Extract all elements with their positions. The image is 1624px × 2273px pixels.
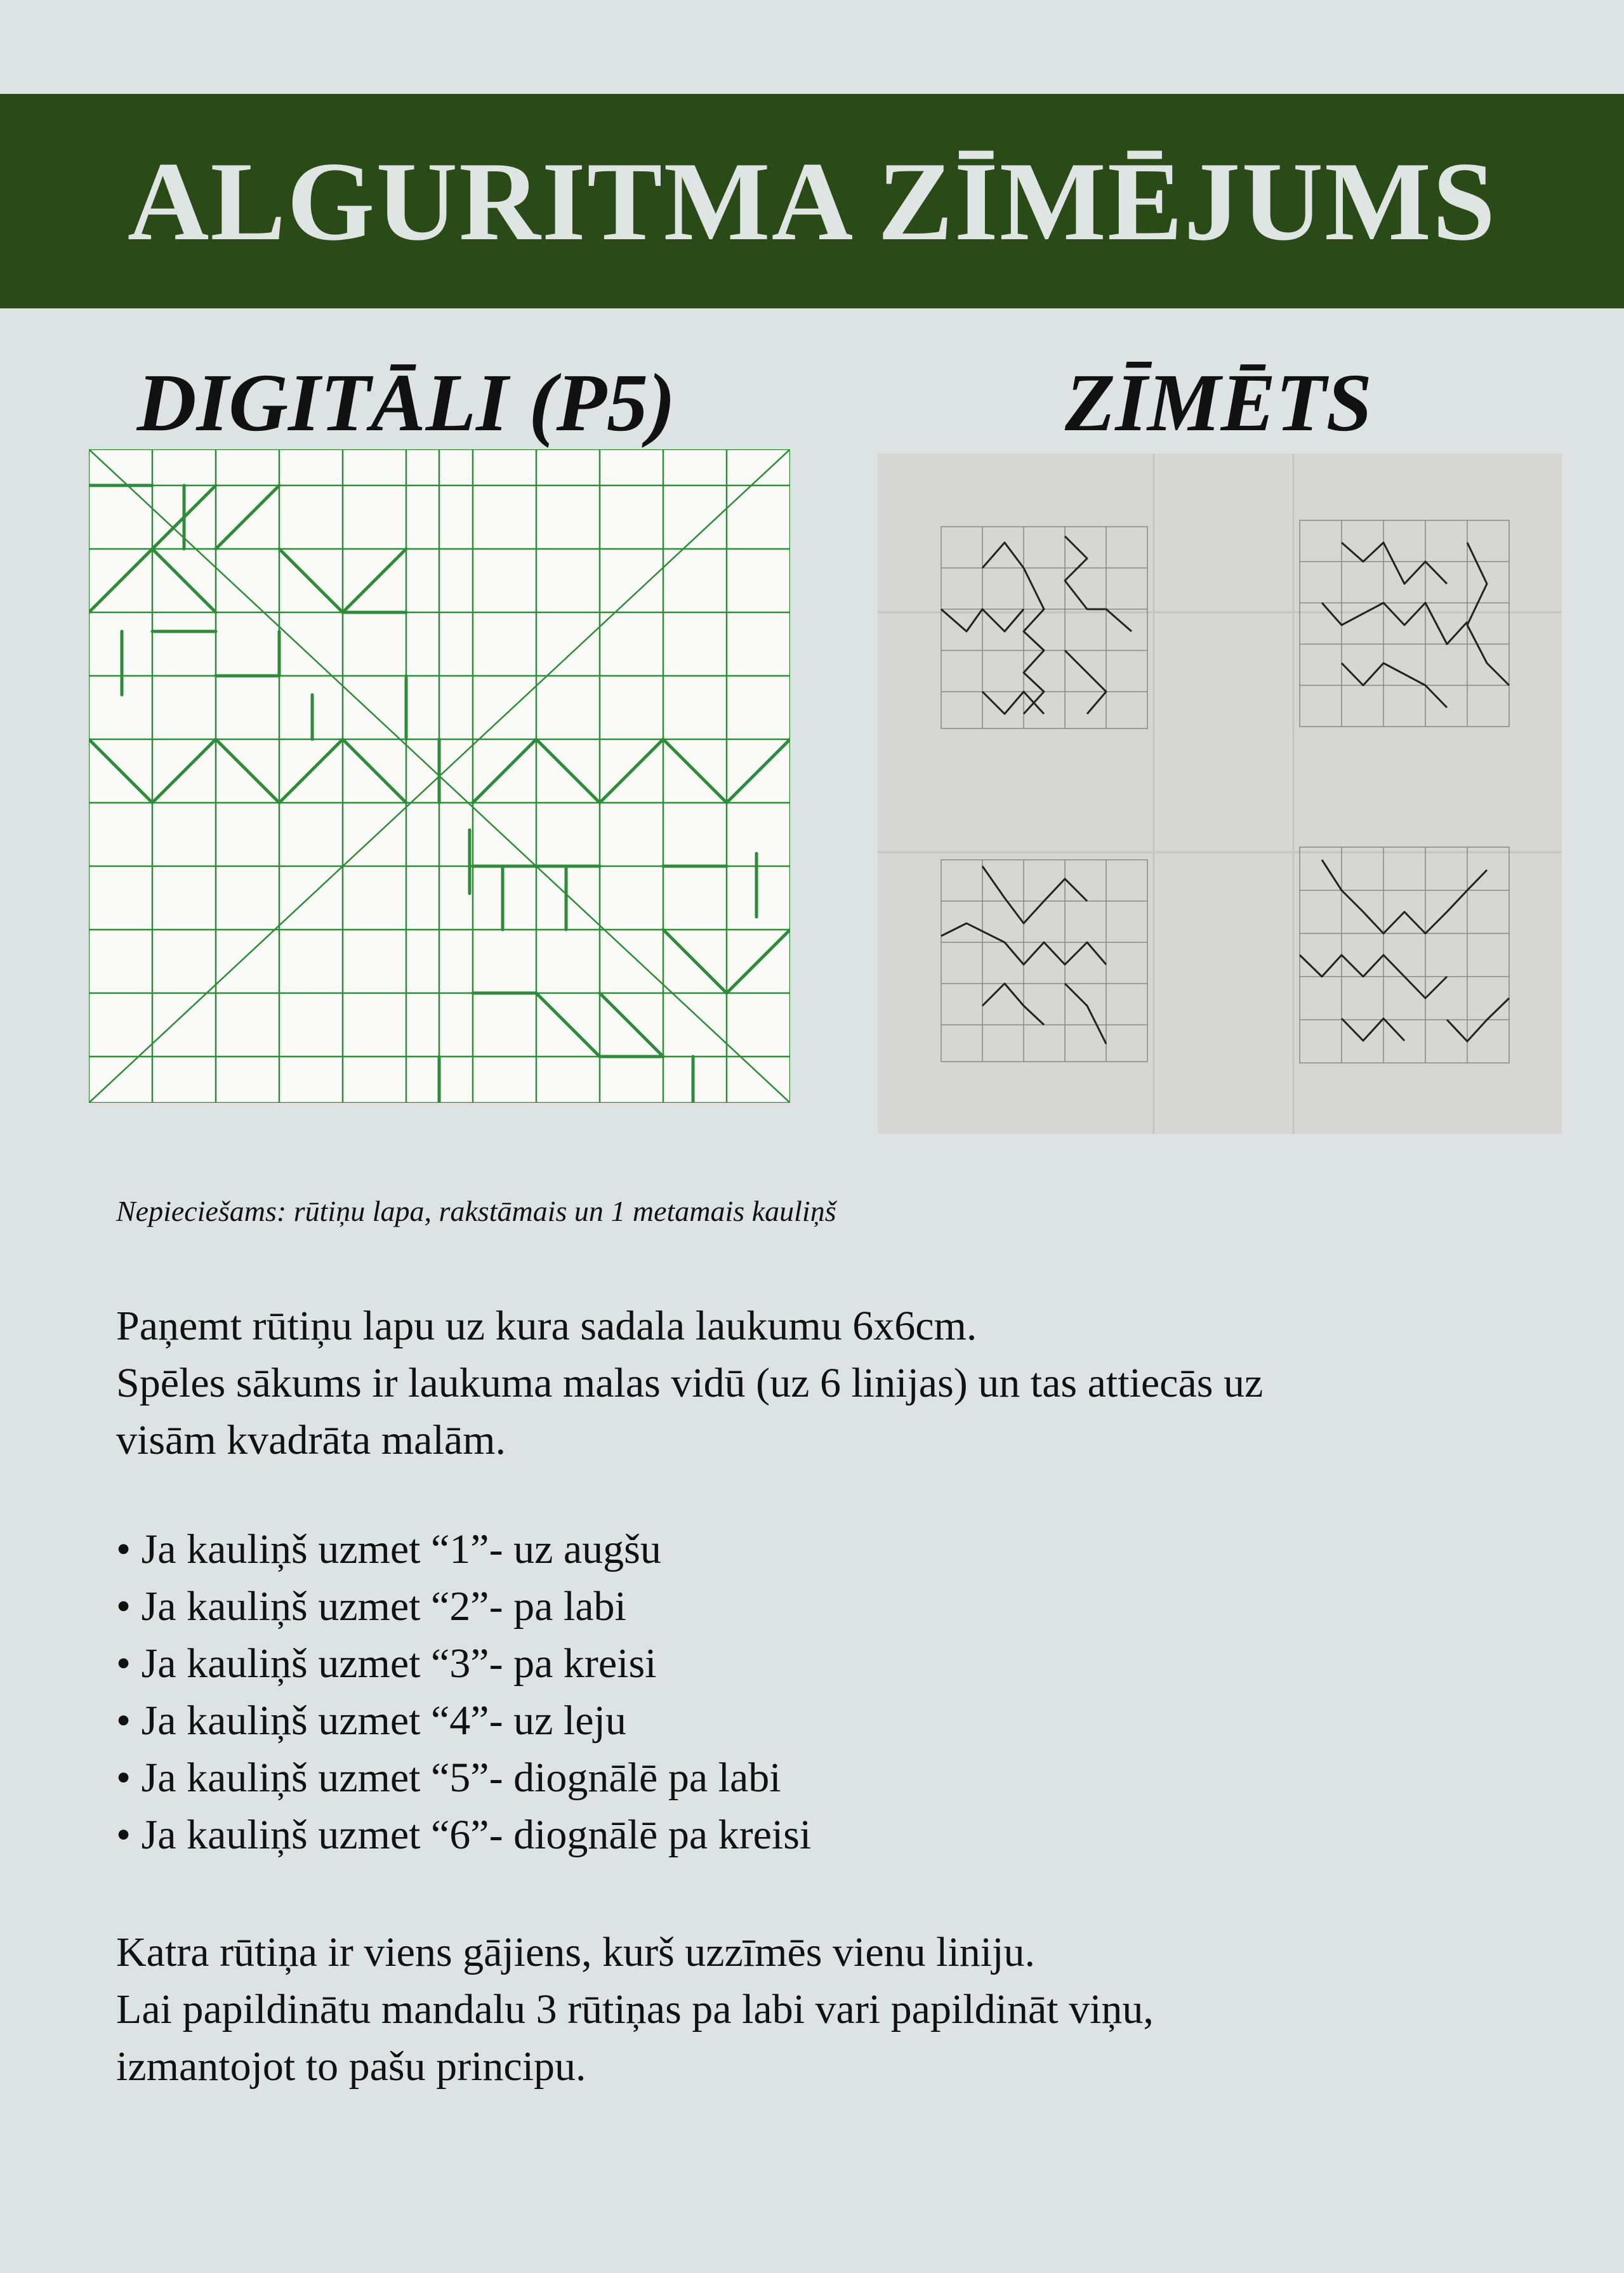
rule-item: Ja kauliņš uzmet “2”- pa labi [116, 1578, 1576, 1635]
requirements-note: Nepieciešams: rūtiņu lapa, rakstāmais un… [116, 1195, 836, 1227]
rule-item: Ja kauliņš uzmet “5”- diognālē pa labi [116, 1749, 1576, 1807]
outro-paragraph: Katra rūtiņa ir viens gājiens, kurš uzzī… [116, 1924, 1576, 2095]
digital-heading: DIGITĀLI (P5) [136, 357, 676, 449]
dice-rules-list: Ja kauliņš uzmet “1”- uz augšu Ja kauliņ… [116, 1521, 1576, 1864]
page-title: ALGURITMA ZĪMĒJUMS [127, 138, 1497, 264]
drawn-heading: ZĪMĒTS [1064, 357, 1372, 449]
intro-line: visām kvadrāta malām. [116, 1417, 506, 1463]
outro-line: Katra rūtiņa ir viens gājiens, kurš uzzī… [116, 1929, 1035, 1975]
intro-paragraph: Paņemt rūtiņu lapu uz kura sadala laukum… [116, 1298, 1576, 1469]
digital-grid-svg [87, 448, 792, 1105]
intro-line: Paņemt rūtiņu lapu uz kura sadala laukum… [116, 1303, 977, 1349]
rule-item: Ja kauliņš uzmet “1”- uz augšu [116, 1521, 1576, 1578]
outro-line: Lai papildinātu mandalu 3 rūtiņas pa lab… [116, 1986, 1154, 2033]
digital-drawing [87, 448, 792, 1105]
rule-item: Ja kauliņš uzmet “6”- diognālē pa kreisi [116, 1807, 1576, 1864]
intro-line: Spēles sākums ir laukuma malas vidū (uz … [116, 1360, 1264, 1406]
rule-item: Ja kauliņš uzmet “4”- uz leju [116, 1692, 1576, 1749]
title-banner: ALGURITMA ZĪMĒJUMS [0, 94, 1624, 308]
drawn-photo [878, 454, 1562, 1134]
drawn-photo-svg [878, 454, 1562, 1134]
outro-line: izmantojot to pašu principu. [116, 2043, 586, 2090]
rule-item: Ja kauliņš uzmet “3”- pa kreisi [116, 1635, 1576, 1692]
